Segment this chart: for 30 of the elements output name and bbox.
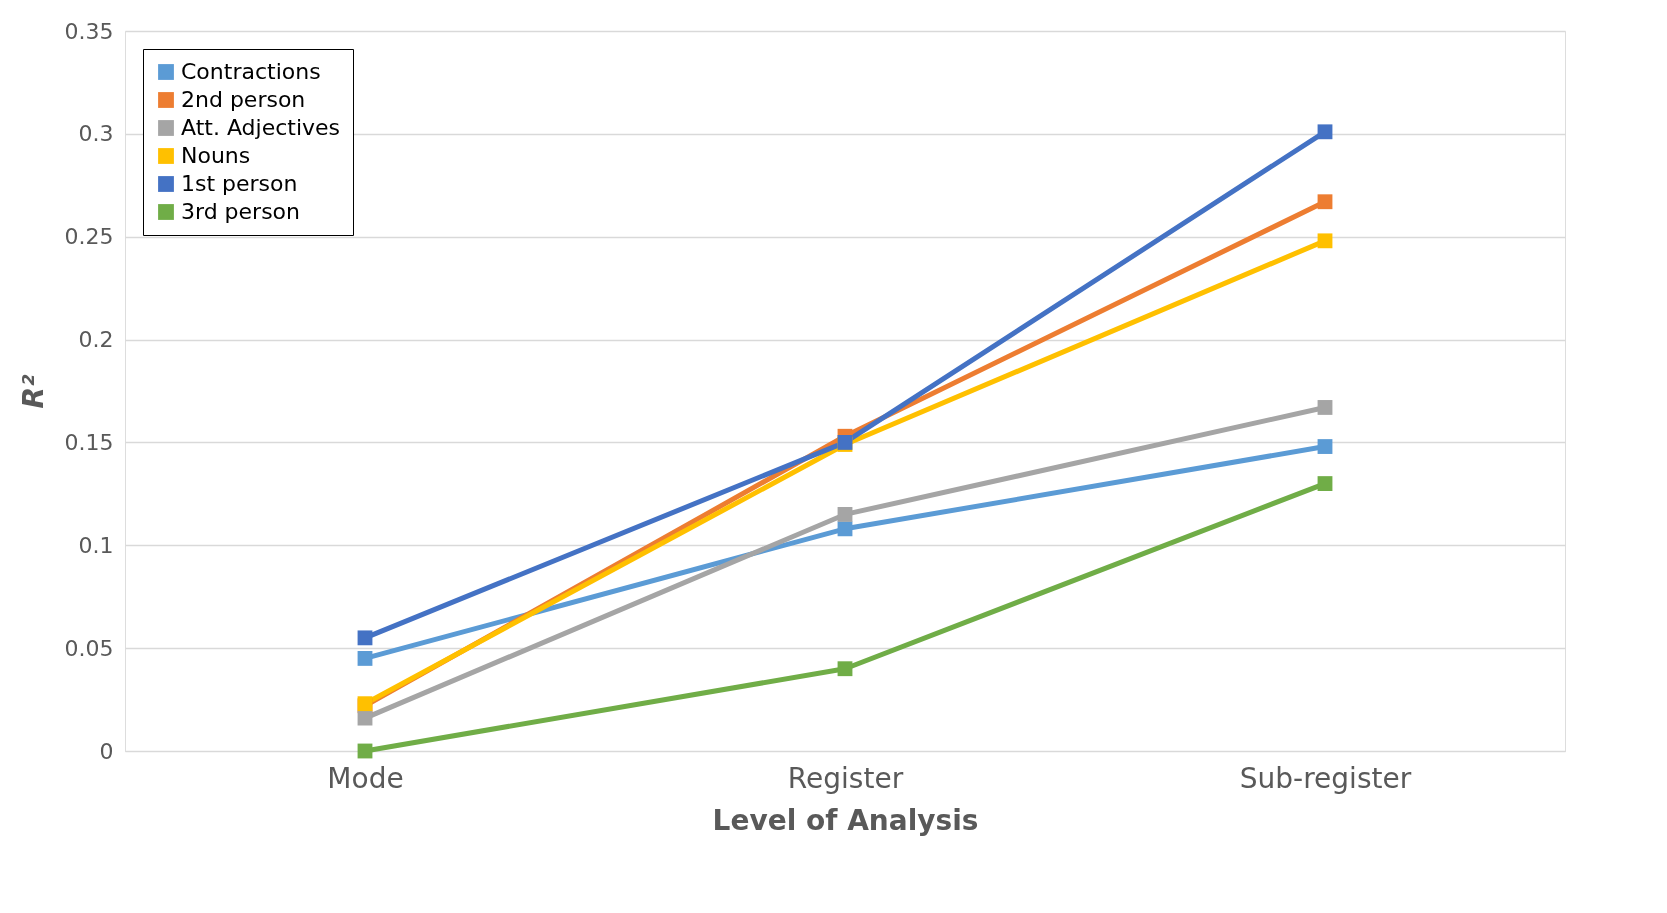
point	[1317, 194, 1333, 210]
point	[357, 630, 373, 646]
y-tick-label: 0.3	[78, 121, 114, 147]
point	[357, 710, 373, 726]
point	[1317, 233, 1333, 249]
legend-label: 2nd person	[181, 87, 306, 112]
y-axis-title: R²	[16, 373, 50, 409]
legend-label: Contractions	[181, 59, 321, 84]
y-tick-label: 0	[99, 738, 114, 764]
point	[1317, 439, 1333, 454]
point	[357, 651, 373, 666]
legend-label: 3rd person	[181, 199, 301, 224]
x-tick-label: Register	[787, 761, 904, 795]
y-tick-label: 0.25	[64, 224, 114, 250]
y-tick-label: 0.15	[64, 429, 114, 455]
point	[837, 507, 853, 522]
point	[837, 661, 853, 677]
x-axis-title: Level of Analysis	[712, 803, 979, 837]
y-tick-label: 0.2	[78, 327, 114, 353]
y-tick-label: 0.05	[64, 635, 114, 661]
legend-label: 1st person	[181, 171, 298, 196]
x-tick-label: Mode	[327, 761, 404, 795]
point	[1317, 124, 1333, 140]
y-tick-label: 0.35	[64, 18, 114, 44]
legend-label: Att. Adjectives	[181, 115, 341, 140]
legend-label: Nouns	[181, 143, 251, 168]
x-tick-label: Sub-register	[1239, 761, 1412, 795]
y-tick-label: 0.1	[78, 532, 114, 558]
point	[1317, 400, 1333, 415]
point	[1317, 476, 1333, 491]
